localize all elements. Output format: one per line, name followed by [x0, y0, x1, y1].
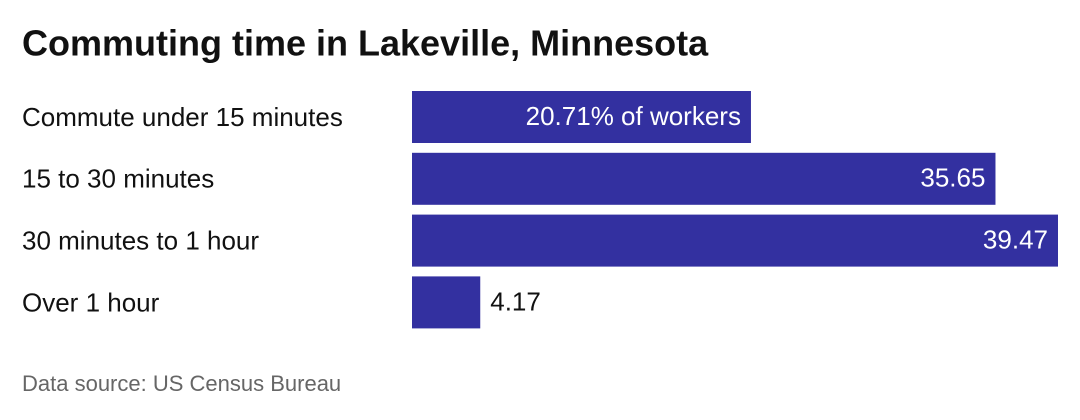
chart-title: Commuting time in Lakeville, Minnesota — [22, 23, 709, 64]
category-label: 15 to 30 minutes — [22, 164, 214, 194]
bar — [412, 91, 751, 143]
bar — [412, 152, 996, 205]
bar — [412, 276, 481, 329]
value-label: 4.17 — [490, 286, 541, 316]
value-label: 20.71% of workers — [526, 101, 741, 131]
category-label: Over 1 hour — [22, 287, 160, 317]
category-label: 30 minutes to 1 hour — [22, 225, 259, 255]
value-label: 35.65 — [920, 163, 985, 193]
value-label: 39.47 — [983, 224, 1048, 254]
source-note: Data source: US Census Bureau — [22, 371, 341, 396]
category-label: Commute under 15 minutes — [22, 102, 343, 132]
bar — [412, 214, 1058, 267]
